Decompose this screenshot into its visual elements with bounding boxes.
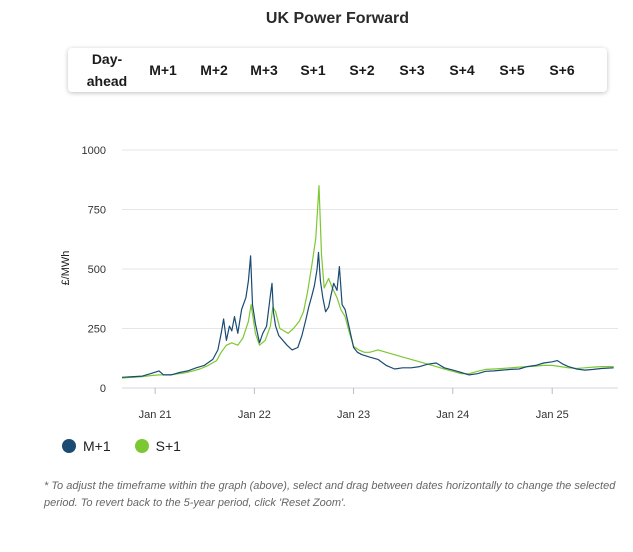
tab-s3[interactable]: S+3 <box>399 62 425 78</box>
legend-label-m1: M+1 <box>83 438 111 454</box>
tab-m1[interactable]: M+1 <box>149 62 177 78</box>
x-tick-label: Jan 21 <box>139 409 172 421</box>
y-tick-label: 250 <box>88 324 106 336</box>
y-tick-label: 500 <box>88 264 106 276</box>
tab-s6[interactable]: S+6 <box>549 62 575 78</box>
x-tick-label: Jan 23 <box>337 409 370 421</box>
y-axis: 0 250 500 750 1000 <box>82 145 106 395</box>
tab-day-ahead[interactable]: Day- ahead <box>86 51 128 89</box>
legend-item-m1[interactable]: M+1 <box>62 438 111 454</box>
tab-s1[interactable]: S+1 <box>300 62 326 78</box>
tab-m3[interactable]: M+3 <box>250 62 278 78</box>
tab-m2[interactable]: M+2 <box>200 62 228 78</box>
zoom-instructions: * To adjust the timeframe within the gra… <box>44 480 616 509</box>
legend-marker-m1 <box>62 439 76 453</box>
x-tick-label: Jan 22 <box>238 409 271 421</box>
y-axis-label: £/MWh <box>60 251 72 286</box>
x-tick-label: Jan 24 <box>436 409 469 421</box>
tab-s2[interactable]: S+2 <box>349 62 375 78</box>
y-tick-label: 0 <box>100 383 106 395</box>
series-line-m1 <box>121 251 614 378</box>
product-toolbar: Day- ahead M+1 M+2 M+3 S+1 S+2 S+3 S+4 S… <box>68 48 607 92</box>
legend-marker-s1 <box>134 439 149 453</box>
x-tick-label: Jan 25 <box>536 409 569 421</box>
x-axis: Jan 21 Jan 22 Jan 23 Jan 24 Jan 25 <box>139 388 569 421</box>
legend-item-s1[interactable]: S+1 <box>134 438 181 454</box>
tab-s4[interactable]: S+4 <box>449 62 475 78</box>
y-tick-label: 750 <box>88 205 106 217</box>
series-line-s1 <box>121 185 614 379</box>
legend-label-s1: S+1 <box>155 438 181 454</box>
gridlines <box>122 149 618 389</box>
series-lines <box>121 185 614 379</box>
y-tick-label: 1000 <box>82 145 106 157</box>
legend: M+1 S+1 <box>62 438 205 454</box>
chart-title: UK Power Forward <box>265 10 410 27</box>
tab-s5[interactable]: S+5 <box>499 62 525 78</box>
